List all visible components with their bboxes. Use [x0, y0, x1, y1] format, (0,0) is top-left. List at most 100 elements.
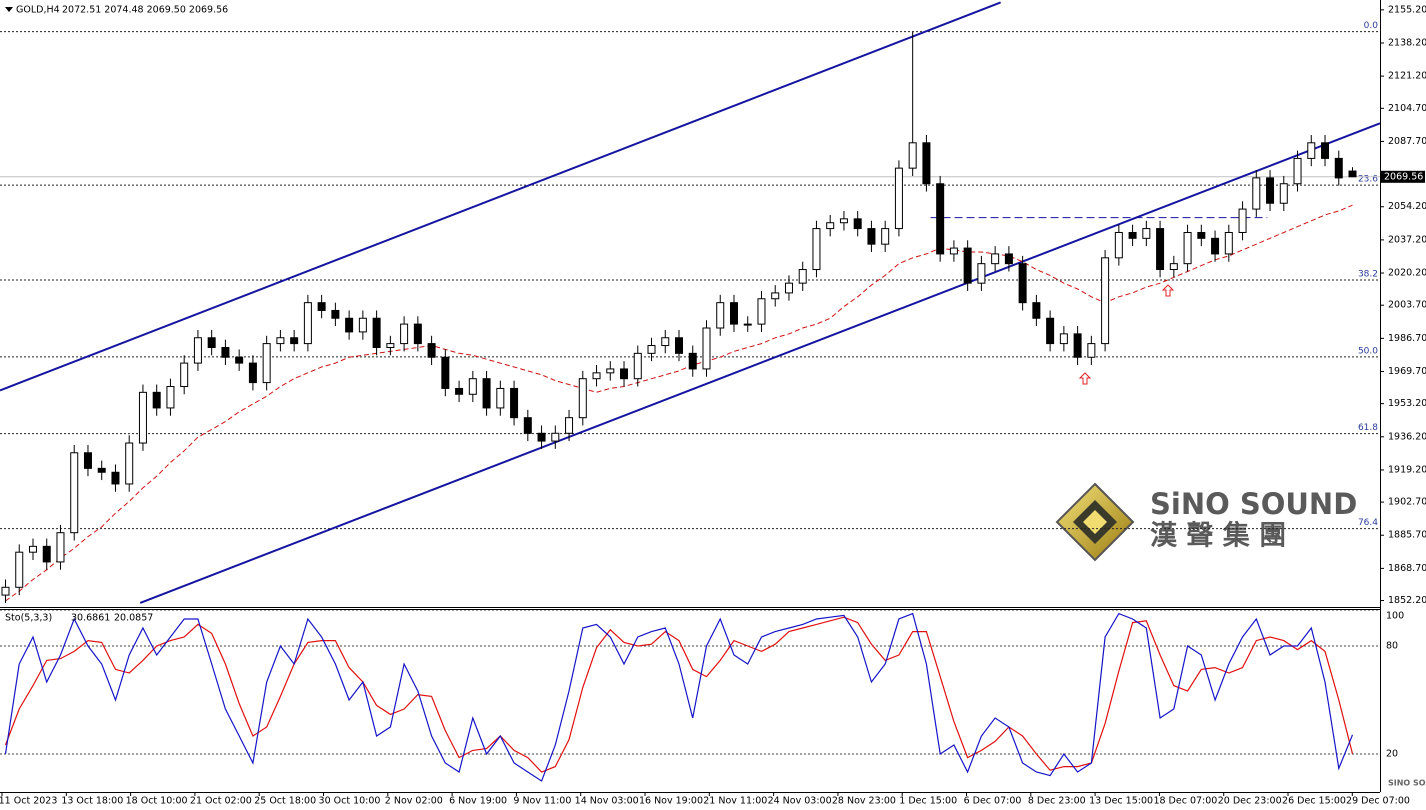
candle-body [620, 368, 629, 380]
moving-average [5, 204, 1353, 602]
candle-body [963, 247, 972, 284]
candle-body [1059, 333, 1068, 345]
stochastic-d [4, 616, 1354, 773]
x-tick-label: 1 Dec 15:00 [899, 796, 957, 807]
candle-body [1307, 142, 1316, 159]
candle-body [1032, 302, 1041, 319]
x-tick-label: 16 Nov 19:00 [639, 796, 703, 807]
candle-body [290, 337, 299, 345]
candle-body [743, 323, 752, 326]
x-tick-label: 13 Dec 15:00 [1089, 796, 1153, 807]
candle-body [523, 417, 532, 434]
candle-body [125, 442, 134, 485]
symbol: GOLD,H4 [16, 5, 60, 16]
candle-body [510, 387, 519, 419]
candle-body [413, 323, 422, 345]
candle-body [111, 471, 120, 485]
candle-body [1266, 177, 1275, 204]
trendline [139, 122, 1380, 604]
brand-name: SiNO SOUND [1150, 487, 1357, 521]
candle-body [606, 368, 615, 374]
candle-body [1101, 257, 1110, 345]
candle-body [400, 323, 409, 345]
menu-icon[interactable] [5, 7, 13, 12]
y-tick-label: 1868.70 [1388, 563, 1426, 574]
candle-body [949, 247, 958, 255]
last-price-label: 2069.56 [1384, 171, 1423, 182]
candle-body [427, 343, 436, 358]
watermark-logo: SiNO SOUND 漢 聲 集 團 [1055, 482, 1357, 562]
candle-body [1128, 231, 1137, 239]
indicator-name: Sto(5,3,3) [5, 613, 52, 624]
candle-body [881, 228, 890, 245]
x-tick-label: 18 Dec 07:00 [1153, 796, 1217, 807]
candle-body [193, 337, 202, 364]
y-tick-label: 1969.70 [1388, 366, 1426, 377]
candle-body [358, 317, 367, 333]
candle-body [716, 302, 725, 329]
sto-tick-label: 20 [1386, 749, 1398, 760]
x-tick-label: 26 Dec 15:00 [1282, 796, 1346, 807]
candle-body [15, 551, 24, 588]
candle-body [1, 586, 10, 596]
y-tick-label: 2087.70 [1388, 136, 1426, 147]
candle-body [537, 432, 546, 442]
x-tick-label: 6 Nov 19:00 [449, 796, 507, 807]
candle-body [1073, 333, 1082, 358]
fib-label: 23.6 [1358, 175, 1378, 185]
candle-body [496, 387, 505, 409]
x-tick-label: 13 Oct 18:00 [61, 796, 123, 807]
x-tick-label: 6 Dec 07:00 [964, 796, 1022, 807]
candle-body [1087, 343, 1096, 358]
candle-body [867, 228, 876, 245]
candle-body [386, 343, 395, 348]
candle-body [152, 391, 161, 409]
candle-body [1334, 157, 1343, 179]
candle-body [688, 352, 697, 370]
candle-body [276, 337, 285, 345]
y-tick-label: 1986.70 [1388, 333, 1426, 344]
candle-body [468, 378, 477, 395]
x-tick-label: 21 Nov 11:00 [703, 796, 767, 807]
candle-body [1321, 142, 1330, 159]
candle-body [908, 142, 917, 169]
y-tick-label: 1885.70 [1388, 530, 1426, 541]
indicator-k-value: 30.6861 [71, 613, 110, 624]
last-price-box [1381, 170, 1425, 183]
candle-body [235, 356, 244, 364]
candle-body [221, 346, 230, 358]
candle-body [991, 253, 1000, 265]
x-tick-label: 20 Dec 23:00 [1218, 796, 1282, 807]
candle-body [1293, 157, 1302, 185]
candle-body [138, 391, 147, 444]
fib-label: 38.2 [1358, 270, 1378, 280]
candle-body [345, 317, 354, 333]
candle-body [97, 467, 106, 473]
candle-body [42, 545, 51, 563]
sto-tick-label: 80 [1386, 641, 1398, 652]
y-tick-label: 1936.20 [1388, 431, 1426, 442]
candle-body [936, 183, 945, 255]
x-tick-label: 9 Nov 11:00 [513, 796, 571, 807]
y-tick-label: 1902.70 [1388, 497, 1426, 508]
small-watermark: SINO SOUND [1388, 779, 1426, 788]
candle-body [262, 343, 271, 384]
candle-body [303, 302, 312, 345]
x-tick-label: 29 Dec 07:00 [1346, 796, 1410, 807]
candle-body [565, 417, 574, 434]
candle-body [675, 337, 684, 354]
candle-body [771, 292, 780, 300]
fib-label: 50.0 [1358, 346, 1378, 356]
candle-body [977, 263, 986, 284]
candle-body [455, 387, 464, 395]
candle-body [372, 317, 381, 348]
candle-body [166, 385, 175, 409]
sto-tick-label: 100 [1386, 611, 1404, 622]
candle-body [180, 362, 189, 387]
candle-body [1224, 231, 1233, 255]
y-tick-label: 1953.20 [1388, 398, 1426, 409]
candle-body [1046, 317, 1055, 345]
candle-body [56, 532, 65, 563]
